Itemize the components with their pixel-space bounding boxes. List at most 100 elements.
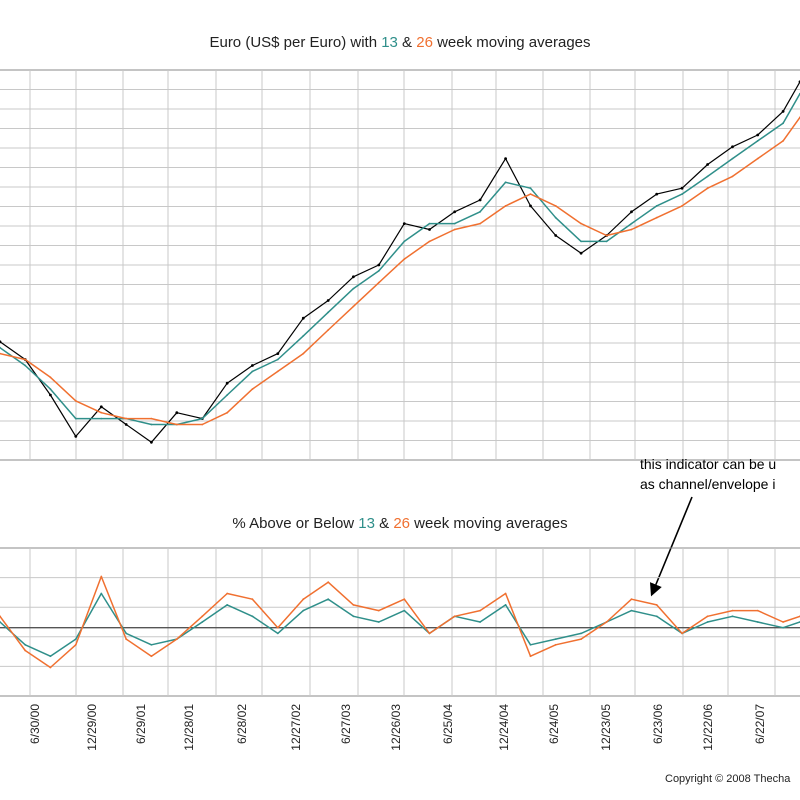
copyright-text: Copyright © 2008 Thecha [665, 773, 791, 785]
bottom-series-point [580, 632, 582, 635]
top-series-point [201, 423, 204, 426]
bottom-series-point [655, 604, 658, 606]
top-series-point [681, 205, 683, 207]
top-series-point [99, 405, 103, 409]
x-tick-label: 12/27/02 [289, 704, 303, 751]
top-title-26: 26 [416, 34, 433, 51]
bottom-series-point [630, 609, 633, 612]
top-series-point [453, 222, 456, 225]
top-series-point [0, 352, 1, 355]
bottom-series-line-26 [0, 575, 800, 669]
bottom-series-point [150, 643, 153, 646]
top-series-point [352, 275, 355, 279]
top-series-point [504, 205, 507, 207]
top-series-point [24, 358, 27, 361]
bottom-series-point [125, 632, 128, 635]
top-plot-frame [0, 69, 800, 461]
bottom-series-point [655, 615, 658, 618]
top-series-point [201, 417, 204, 420]
top-series-point [605, 240, 608, 243]
bottom-series-point [276, 632, 279, 635]
top-series-point [74, 400, 77, 402]
top-series-point [478, 198, 482, 202]
top-series-point [731, 175, 734, 178]
top-series-point [453, 228, 456, 231]
bottom-series-point [49, 666, 52, 669]
bottom-series-point [479, 621, 481, 623]
top-series-point [49, 393, 52, 397]
x-tick-label: 6/22/07 [753, 704, 767, 744]
top-series-point [529, 204, 532, 208]
bottom-series-point [377, 621, 380, 623]
top-title-amp: & [398, 34, 416, 51]
top-series-point [276, 358, 279, 361]
top-series-point [0, 346, 1, 349]
bottom-series-point [504, 592, 507, 595]
top-series-point [150, 423, 153, 426]
bottom-series-point [251, 598, 254, 601]
top-series-point [377, 270, 380, 272]
top-series-point [554, 205, 557, 207]
bottom-title-26: 26 [393, 515, 410, 532]
top-series-point [428, 240, 431, 243]
top-series-line-euro-price-weekly-bars- [0, 81, 800, 443]
bottom-series-point [302, 609, 305, 612]
top-series-point [24, 364, 27, 367]
bottom-series-point [554, 643, 557, 646]
top-series-point [580, 240, 582, 243]
top-series-point [326, 299, 330, 302]
bottom-series-point [580, 638, 582, 640]
top-series-point [225, 381, 229, 385]
top-series-point [529, 187, 532, 190]
bottom-series-point [428, 632, 431, 635]
x-tick-label: 12/29/00 [85, 704, 99, 751]
top-series-point [150, 417, 153, 420]
x-tick-label: 6/29/01 [134, 704, 148, 744]
bottom-series-point [201, 615, 204, 618]
annotation-arrow [649, 496, 693, 597]
top-series-point [579, 251, 583, 255]
bottom-series-point [352, 604, 355, 606]
bottom-series-point [731, 615, 734, 618]
top-series-point [175, 423, 178, 426]
bottom-title-13: 13 [358, 515, 375, 532]
bottom-series-point [24, 643, 27, 646]
bottom-series-point [706, 615, 709, 618]
top-series-point [124, 423, 128, 426]
bottom-series-point [24, 649, 27, 652]
top-series-point [226, 394, 229, 396]
bottom-series-point [554, 638, 557, 640]
bottom-series-point [756, 621, 759, 623]
bottom-series-point [630, 598, 633, 601]
bottom-series-point [251, 615, 254, 618]
bottom-series-point [226, 592, 229, 595]
x-tick-label: 12/22/06 [701, 704, 715, 751]
top-series-point [554, 216, 557, 219]
top-series-point [655, 205, 658, 207]
top-series-point [251, 388, 254, 390]
top-series-point [655, 216, 658, 219]
x-tick-label: 6/23/06 [651, 704, 665, 744]
bottom-series-point [403, 609, 406, 612]
top-series-point [74, 417, 77, 420]
top-series-point [302, 335, 305, 337]
top-series-point [100, 417, 103, 420]
top-series-point [479, 210, 481, 213]
top-series-point [327, 329, 330, 331]
bottom-series-point [706, 621, 709, 623]
bottom-series-point [150, 655, 153, 658]
top-series-point [706, 175, 709, 178]
bottom-series-point [74, 638, 77, 640]
top-series-point [630, 228, 633, 231]
x-tick-label: 6/28/02 [235, 704, 249, 744]
bottom-series-point [453, 615, 456, 618]
top-series-line-13 [0, 93, 800, 426]
top-chart-title: Euro (US$ per Euro) with 13 & 26 week mo… [209, 34, 590, 51]
top-series-point [554, 234, 558, 237]
top-series-point [0, 340, 2, 344]
bottom-series-point [327, 598, 330, 601]
bottom-series-point [0, 621, 1, 623]
top-series-point [630, 222, 633, 225]
top-series-point [377, 263, 381, 267]
x-tick-label: 12/26/03 [389, 704, 403, 751]
